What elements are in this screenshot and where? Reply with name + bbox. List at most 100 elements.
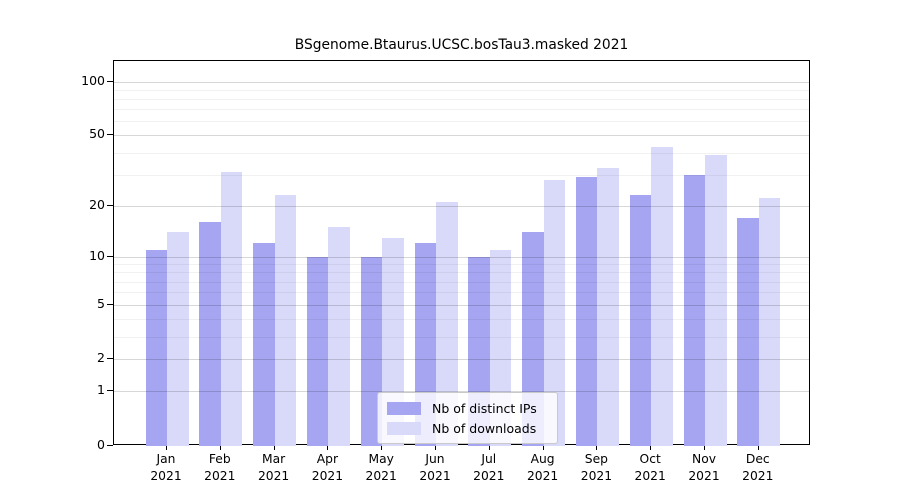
y-tick-label: 2 — [97, 350, 105, 366]
y-tick-label: 50 — [89, 126, 105, 142]
x-tick-mark — [488, 445, 490, 450]
y-tick-label: 1 — [97, 382, 105, 398]
x-tick-year: 2021 — [580, 468, 613, 483]
x-tick-year: 2021 — [419, 468, 451, 483]
x-tick-year: 2021 — [742, 468, 774, 483]
x-tick-year: 2021 — [311, 468, 344, 483]
y-gridline-minor — [114, 121, 809, 123]
bar-downloads-nov — [705, 154, 727, 446]
x-tick-mark — [542, 445, 544, 450]
chart-title: BSgenome.Btaurus.UCSC.bosTau3.masked 202… — [294, 37, 629, 53]
y-tick-mark — [107, 445, 113, 446]
x-tick-mark — [650, 445, 652, 450]
y-gridline-minor — [114, 292, 809, 294]
x-tick-month: Aug — [530, 452, 555, 466]
y-tick-mark — [107, 390, 113, 392]
x-tick-month: Nov — [691, 452, 716, 466]
legend-swatch-distinct-ips — [387, 401, 421, 415]
legend-label-downloads: Nb of downloads — [432, 420, 537, 436]
y-tick-label: 10 — [89, 247, 105, 263]
x-tick-label: Jun 2021 — [419, 451, 450, 484]
bar-distinct-ips-dec — [737, 217, 759, 446]
y-tick-mark — [107, 255, 113, 257]
y-gridline-minor — [114, 98, 809, 100]
bar-distinct-ips-sep — [575, 177, 598, 446]
x-tick-label: Apr 2021 — [312, 451, 343, 484]
x-tick-year: 2021 — [257, 468, 290, 483]
y-tick-label: 5 — [97, 295, 105, 311]
bar-downloads-sep — [597, 167, 619, 446]
y-gridline-minor — [114, 109, 809, 111]
x-tick-year: 2021 — [365, 468, 397, 483]
y-gridline-minor — [114, 336, 809, 338]
x-tick-year: 2021 — [150, 468, 182, 483]
x-tick-label: Dec 2021 — [742, 451, 773, 484]
y-tick-label: 0 — [97, 437, 105, 452]
y-gridline-major — [114, 81, 809, 83]
x-tick-mark — [757, 445, 759, 450]
bar-distinct-ips-oct — [629, 195, 652, 446]
x-tick-year: 2021 — [688, 468, 720, 483]
x-tick-month: Mar — [261, 452, 286, 466]
bar-distinct-ips-jan — [145, 249, 167, 446]
legend-row-downloads: Nb of downloads — [387, 418, 549, 438]
x-tick-mark — [327, 445, 329, 450]
bar-distinct-ips-may — [360, 256, 383, 446]
bar-downloads-dec — [758, 198, 781, 446]
bar-distinct-ips-nov — [683, 174, 705, 446]
x-tick-year: 2021 — [634, 468, 666, 483]
y-gridline-major — [114, 391, 809, 393]
x-tick-month: Jan — [156, 452, 176, 466]
x-tick-label: Mar 2021 — [258, 451, 289, 484]
x-tick-mark — [435, 445, 436, 450]
y-gridline-major — [114, 205, 809, 207]
x-tick-mark — [381, 445, 383, 450]
x-tick-label: Jul 2021 — [473, 451, 504, 484]
y-tick-mark — [107, 358, 113, 360]
y-gridline-minor — [114, 272, 809, 274]
y-gridline-major — [114, 135, 809, 137]
legend: Nb of distinct IPs Nb of downloads — [377, 392, 558, 444]
y-gridline-minor — [114, 174, 809, 176]
x-tick-label: Feb 2021 — [204, 451, 235, 484]
x-tick-month: Sep — [584, 452, 608, 466]
y-gridline-minor — [114, 264, 809, 266]
x-tick-label: Aug 2021 — [527, 451, 558, 484]
x-tick-month: Jul — [481, 452, 497, 466]
x-tick-mark — [219, 445, 221, 450]
x-tick-mark — [273, 445, 275, 450]
y-tick-label: 100 — [81, 72, 105, 88]
bar-distinct-ips-mar — [253, 243, 275, 446]
x-tick-month: Feb — [208, 452, 231, 466]
y-gridline-major — [114, 256, 809, 258]
y-gridline-minor — [114, 152, 809, 154]
x-tick-label: Nov 2021 — [688, 451, 719, 484]
x-tick-year: 2021 — [473, 468, 505, 483]
y-gridline-minor — [114, 318, 809, 320]
x-tick-label: Oct 2021 — [635, 451, 666, 484]
y-gridline-major — [114, 304, 809, 306]
bar-downloads-mar — [274, 195, 297, 446]
legend-swatch-downloads — [387, 421, 421, 435]
bar-downloads-jan — [167, 232, 189, 446]
x-tick-month: Dec — [745, 452, 770, 466]
x-tick-label: Sep 2021 — [581, 451, 612, 484]
plot-area — [113, 60, 810, 446]
y-tick-mark — [107, 204, 113, 206]
y-gridline-major — [114, 359, 809, 361]
x-tick-mark — [704, 445, 705, 450]
x-tick-mark — [166, 445, 167, 450]
y-tick-label: 20 — [89, 196, 105, 212]
x-tick-month: Jun — [425, 452, 445, 466]
x-tick-mark — [596, 445, 598, 450]
legend-label-distinct-ips: Nb of distinct IPs — [432, 400, 537, 416]
y-gridline-minor — [114, 89, 809, 91]
x-tick-month: Oct — [639, 452, 661, 466]
y-gridline-minor — [114, 281, 809, 283]
y-tick-mark — [107, 134, 113, 136]
bar-downloads-jun — [436, 201, 458, 446]
x-tick-month: May — [368, 452, 394, 466]
bar-downloads-feb — [220, 172, 243, 446]
x-tick-label: May 2021 — [366, 451, 397, 484]
